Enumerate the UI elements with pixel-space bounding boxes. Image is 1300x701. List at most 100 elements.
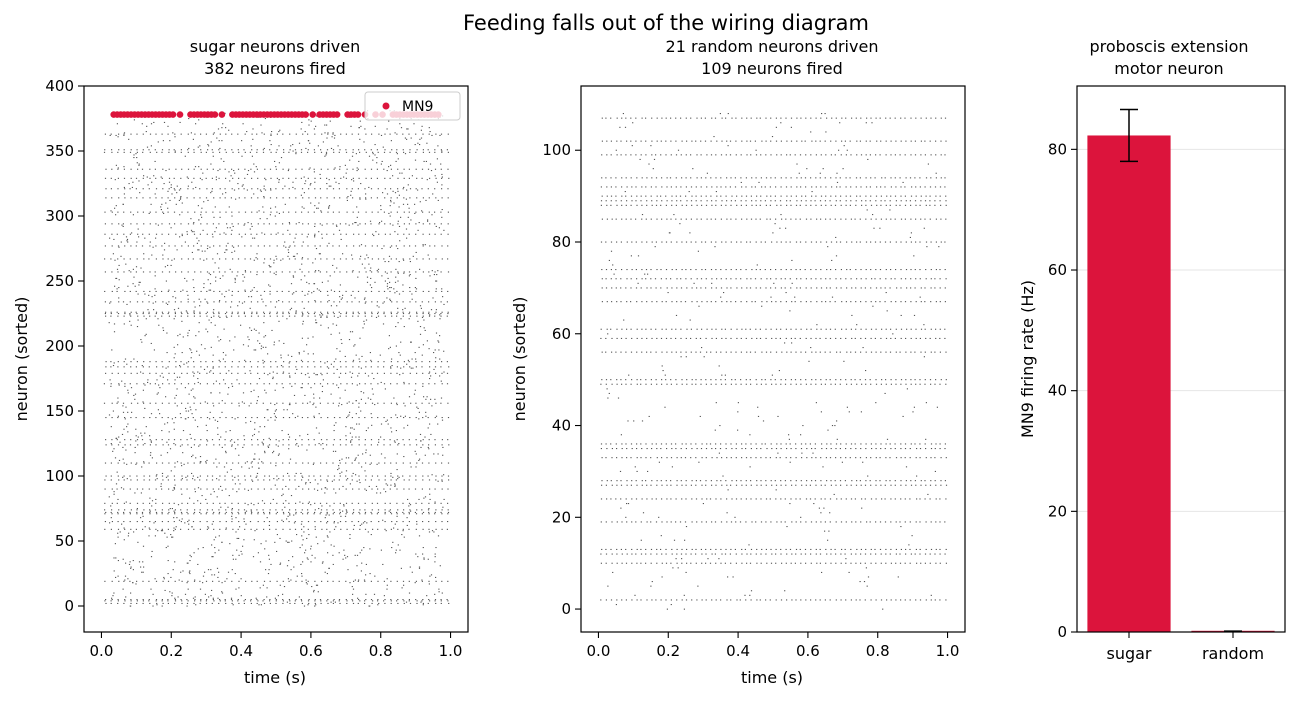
spike-mark xyxy=(690,484,692,486)
spike-mark xyxy=(123,133,125,135)
spike-mark xyxy=(404,405,406,407)
spike-mark xyxy=(246,131,248,133)
spike-mark xyxy=(210,163,212,165)
spike-mark xyxy=(397,280,399,282)
spike-mark xyxy=(111,417,113,419)
spike-mark xyxy=(765,480,767,482)
spike-mark xyxy=(403,513,405,515)
spike-mark xyxy=(193,361,195,363)
spike-mark xyxy=(123,602,125,604)
spike-mark xyxy=(397,190,399,192)
spike-mark xyxy=(282,188,284,190)
spike-mark xyxy=(189,570,191,572)
spike-mark xyxy=(212,258,214,260)
spike-mark xyxy=(323,540,325,542)
spike-mark xyxy=(141,439,144,441)
spike-mark xyxy=(118,383,120,385)
y-tick-label: 200 xyxy=(45,337,74,355)
spike-mark xyxy=(140,371,142,373)
spike-mark xyxy=(705,521,707,523)
spike-mark xyxy=(824,521,826,523)
spike-mark xyxy=(349,159,351,161)
spike-mark xyxy=(313,513,315,515)
spike-mark xyxy=(173,502,175,504)
spike-mark xyxy=(130,566,132,568)
spike-mark xyxy=(403,417,405,419)
spike-mark xyxy=(162,140,164,142)
spike-mark xyxy=(269,313,271,315)
spike-mark xyxy=(383,444,385,446)
spike-mark xyxy=(231,502,233,504)
spike-mark xyxy=(188,329,190,331)
spike-mark xyxy=(364,315,366,317)
spike-mark xyxy=(418,535,421,537)
spike-mark xyxy=(429,493,431,495)
spike-mark xyxy=(425,411,427,413)
spike-mark xyxy=(289,133,291,135)
spike-mark xyxy=(356,170,358,172)
spike-mark xyxy=(372,153,374,155)
spike-mark xyxy=(409,151,411,153)
spike-mark xyxy=(835,599,837,601)
spike-mark xyxy=(263,479,265,481)
spike-mark xyxy=(318,202,320,204)
spike-mark xyxy=(281,495,283,497)
spike-mark xyxy=(428,383,430,385)
spike-mark xyxy=(345,313,347,315)
spike-mark xyxy=(636,562,638,564)
spike-mark xyxy=(142,515,144,517)
spike-mark xyxy=(435,462,437,464)
spike-mark xyxy=(293,514,295,516)
spike-mark xyxy=(111,245,113,247)
spike-mark xyxy=(227,506,229,508)
spike-mark xyxy=(205,197,208,199)
spike-mark xyxy=(400,318,402,320)
spike-mark xyxy=(351,586,353,588)
spike-mark xyxy=(140,339,142,341)
spike-mark xyxy=(333,271,336,273)
spike-mark xyxy=(276,315,278,317)
spike-mark xyxy=(428,197,430,199)
spike-mark xyxy=(277,445,279,447)
spike-mark xyxy=(142,561,144,563)
spike-mark xyxy=(349,582,351,584)
spike-mark xyxy=(194,306,196,308)
spike-mark xyxy=(403,600,405,602)
spike-mark xyxy=(161,223,163,225)
spike-mark xyxy=(231,600,233,602)
spike-mark xyxy=(312,262,314,264)
spike-mark xyxy=(162,366,164,368)
spike-mark xyxy=(352,472,354,474)
spike-mark xyxy=(167,313,169,315)
spike-mark xyxy=(237,475,239,477)
spike-mark xyxy=(315,319,317,321)
spike-mark xyxy=(187,188,189,190)
spike-mark xyxy=(115,576,117,578)
spike-mark xyxy=(417,556,419,558)
spike-mark xyxy=(431,214,433,216)
spike-mark xyxy=(800,562,802,564)
spike-mark xyxy=(123,134,125,136)
spike-mark xyxy=(290,145,292,147)
spike-mark xyxy=(402,521,404,523)
spike-mark xyxy=(150,588,152,590)
spike-mark xyxy=(416,313,418,315)
spike-mark xyxy=(270,188,272,190)
spike-mark xyxy=(213,197,215,199)
spike-mark xyxy=(207,475,209,477)
spike-mark xyxy=(296,575,298,577)
spike-mark xyxy=(695,480,697,482)
spike-mark xyxy=(397,177,399,179)
spike-mark xyxy=(306,402,309,404)
spike-mark xyxy=(859,581,861,583)
spike-mark xyxy=(681,498,683,500)
spike-mark xyxy=(600,498,603,500)
spike-mark xyxy=(409,301,411,303)
spike-mark xyxy=(397,509,399,511)
spike-mark xyxy=(346,383,348,385)
spike-mark xyxy=(210,316,212,318)
spike-mark xyxy=(104,521,106,523)
spike-mark xyxy=(117,168,119,170)
spike-mark xyxy=(320,210,322,212)
spike-mark xyxy=(867,475,869,477)
